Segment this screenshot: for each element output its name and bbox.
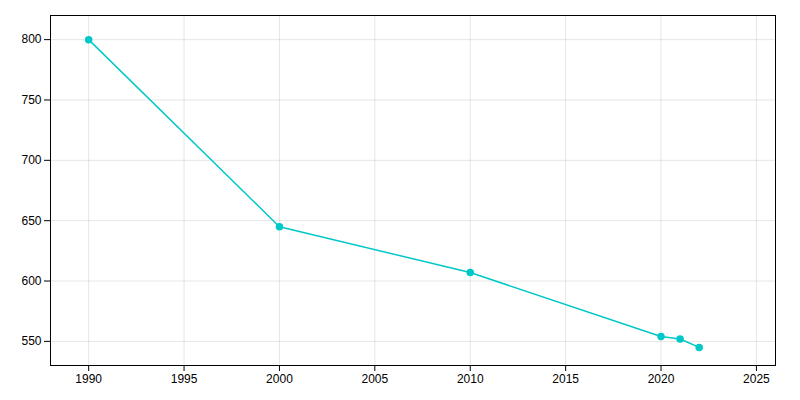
svg-text:2000: 2000 <box>266 372 293 386</box>
svg-text:550: 550 <box>21 334 41 348</box>
svg-text:2025: 2025 <box>743 372 770 386</box>
svg-text:2010: 2010 <box>457 372 484 386</box>
svg-text:650: 650 <box>21 214 41 228</box>
svg-text:700: 700 <box>21 153 41 167</box>
svg-text:800: 800 <box>21 32 41 46</box>
svg-text:2015: 2015 <box>552 372 579 386</box>
svg-text:1995: 1995 <box>171 372 198 386</box>
svg-text:750: 750 <box>21 93 41 107</box>
svg-text:2020: 2020 <box>648 372 675 386</box>
svg-text:1990: 1990 <box>75 372 102 386</box>
svg-text:600: 600 <box>21 274 41 288</box>
svg-text:2005: 2005 <box>361 372 388 386</box>
